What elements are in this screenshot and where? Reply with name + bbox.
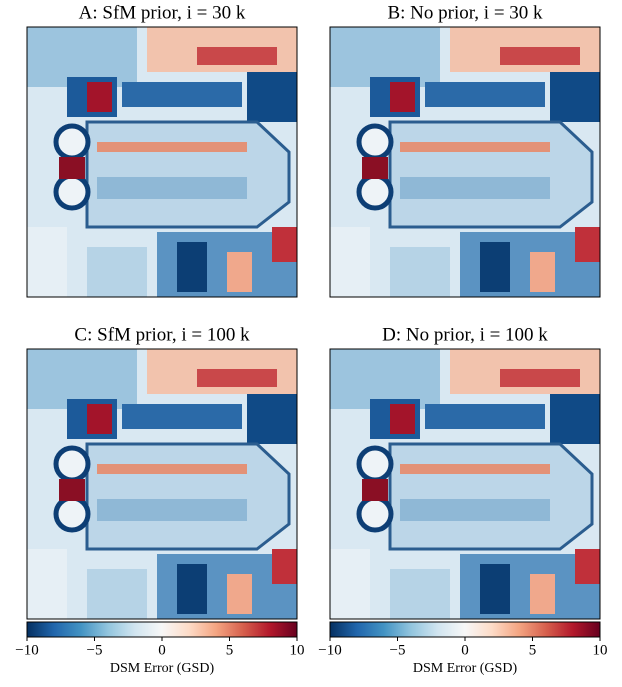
- colorbar-label: DSM Error (GSD): [110, 661, 215, 676]
- colorbar: [329, 621, 601, 638]
- error-map: [27, 349, 297, 619]
- tick-label: −5: [87, 642, 103, 658]
- tick-label: 0: [461, 642, 469, 658]
- tick-label: 5: [529, 642, 537, 658]
- tick-label: 10: [290, 642, 305, 658]
- tick-label: −10: [318, 642, 341, 658]
- panel-title: B: No prior, i = 30 k: [387, 2, 543, 23]
- error-map: [330, 349, 600, 619]
- panel-frame: [26, 348, 298, 620]
- colorbar: [26, 621, 298, 638]
- tick-label: −10: [15, 642, 38, 658]
- panel-frame: [26, 26, 298, 298]
- panel-title: A: SfM prior, i = 30 k: [79, 2, 246, 23]
- panel-title: C: SfM prior, i = 100 k: [74, 324, 250, 345]
- panel-frame: [329, 26, 601, 298]
- tick-label: −5: [390, 642, 406, 658]
- tick-label: 5: [226, 642, 234, 658]
- panel-frame: [329, 348, 601, 620]
- tick-label: 10: [593, 642, 608, 658]
- error-map: [27, 27, 297, 297]
- tick-label: 0: [158, 642, 166, 658]
- panel-title: D: No prior, i = 100 k: [382, 324, 548, 345]
- colorbar-label: DSM Error (GSD): [413, 661, 518, 676]
- error-map: [330, 27, 600, 297]
